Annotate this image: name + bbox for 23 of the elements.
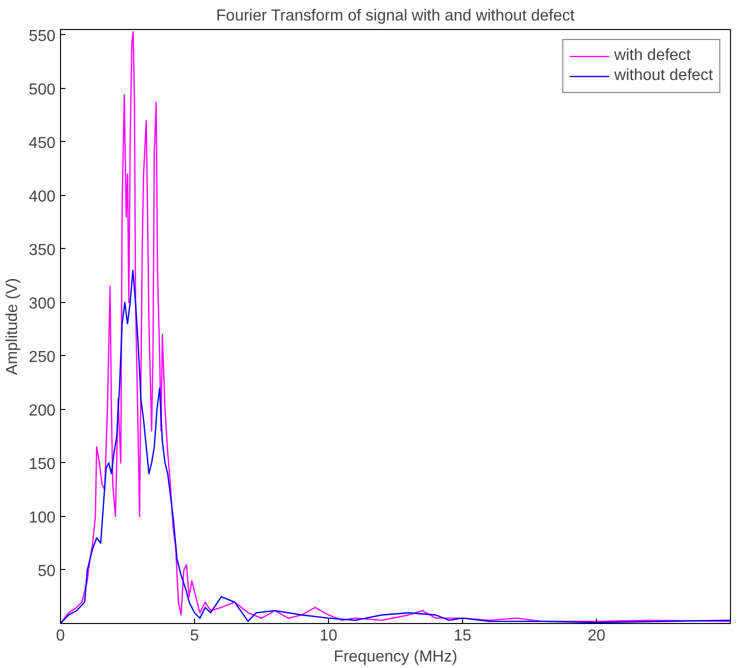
y-tick-label: 100 — [28, 509, 56, 526]
legend-label: with defect — [614, 47, 691, 65]
x-tick-label: 10 — [320, 628, 338, 644]
y-tick-label: 450 — [28, 134, 56, 152]
x-axis-title: Frequency (MHz) — [334, 648, 458, 666]
y-tick-label: 200 — [28, 402, 56, 420]
line-series — [60, 30, 730, 624]
y-tick-label: 50 — [38, 562, 56, 580]
line-series — [60, 270, 730, 624]
chart-title: Fourier Transform of signal with and without defect — [216, 8, 576, 24]
y-tick-label: 300 — [28, 295, 56, 312]
x-tick-label: 20 — [588, 628, 606, 644]
legend-label: without defect — [614, 67, 713, 85]
y-tick-label: 550 — [28, 28, 56, 45]
x-tick-label: 5 — [190, 628, 200, 644]
x-tick-label: 0 — [56, 628, 66, 644]
y-tick-label: 250 — [28, 348, 56, 366]
x-tick-label: 15 — [454, 628, 472, 644]
y-tick-label: 500 — [28, 81, 56, 98]
y-tick-label: 350 — [28, 242, 56, 259]
y-axis-title: Amplitude (V) — [4, 278, 21, 375]
y-tick-label: 400 — [28, 188, 56, 206]
y-tick-label: 150 — [28, 456, 56, 473]
